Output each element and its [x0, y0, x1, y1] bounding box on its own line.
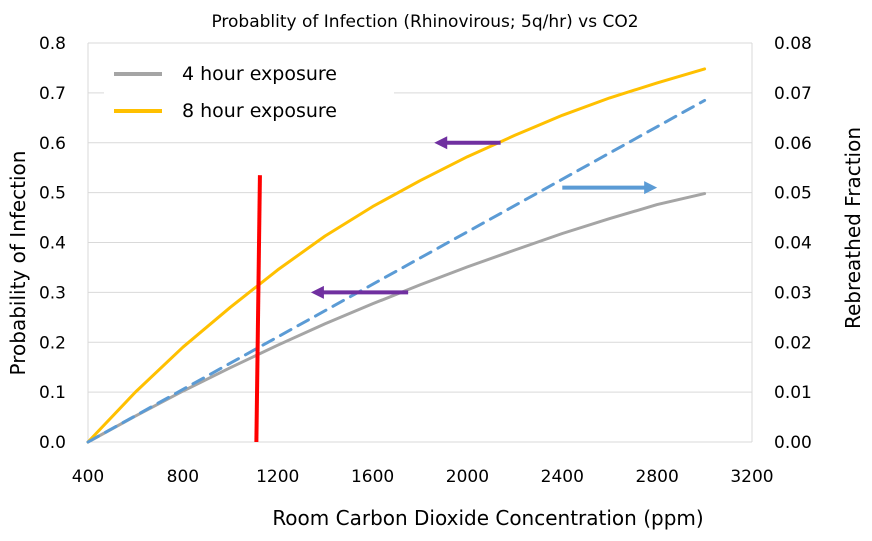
y-axis-ticks: 0.0 0.1 0.2 0.3 0.4 0.5 0.6 0.7 0.8 [39, 34, 66, 453]
y-tick-label: 0.0 [39, 433, 66, 453]
arrow-head [434, 136, 448, 150]
annotations [254, 136, 658, 443]
y-tick-label: 0.8 [39, 34, 66, 54]
y-tick-label: 0.5 [39, 184, 66, 204]
y-tick-label: 0.1 [39, 383, 66, 403]
y2-tick-label: 0.02 [774, 333, 812, 353]
y2-tick-label: 0.01 [774, 383, 812, 403]
x-tick-label: 800 [167, 467, 199, 487]
y2-tick-label: 0.00 [774, 433, 812, 453]
x-tick-label: 2400 [541, 467, 584, 487]
arrow-head [644, 181, 658, 195]
y2-tick-label: 0.03 [774, 283, 812, 303]
series-line-rebreathed-fraction [86, 98, 707, 444]
x-axis-ticks: 400 800 1200 1600 2000 2400 2800 3200 [72, 467, 774, 487]
legend-background [104, 60, 394, 130]
legend: 4 hour exposure 8 hour exposure [104, 60, 394, 130]
x-tick-label: 2800 [636, 467, 679, 487]
arrow-head [310, 285, 324, 299]
y2-tick-label: 0.08 [774, 34, 812, 54]
y2-tick-label: 0.04 [774, 234, 812, 254]
x-tick-label: 1200 [256, 467, 299, 487]
y-tick-label: 0.3 [39, 283, 66, 303]
y-tick-label: 0.2 [39, 333, 66, 353]
legend-label-8-hour: 8 hour exposure [182, 100, 337, 122]
x-tick-label: 3200 [730, 467, 773, 487]
marker-line [254, 175, 262, 443]
y-tick-label: 0.6 [39, 134, 66, 154]
x-tick-label: 2000 [446, 467, 489, 487]
y2-axis-ticks: 0.00 0.01 0.02 0.03 0.04 0.05 0.06 0.07 0.08 [774, 34, 812, 453]
y2-tick-label: 0.05 [774, 184, 812, 204]
axes [87, 43, 753, 443]
y2-axis-title: Rebreathed Fraction [841, 127, 865, 329]
series-line-4-hour-exposure [86, 192, 707, 444]
y-tick-label: 0.4 [39, 234, 66, 254]
series-line-8-hour-exposure [86, 67, 707, 444]
x-tick-label: 400 [72, 467, 104, 487]
chart-title: Probablity of Infection (Rhinovirous; 5q… [211, 12, 638, 32]
y-tick-label: 0.7 [39, 84, 66, 104]
x-axis-title: Room Carbon Dioxide Concentration (ppm) [272, 506, 703, 530]
x-tick-label: 1600 [351, 467, 394, 487]
legend-label-4-hour: 4 hour exposure [182, 63, 337, 85]
y-axis-title: Probability of Infection [6, 151, 30, 376]
y2-tick-label: 0.07 [774, 84, 812, 104]
y2-tick-label: 0.06 [774, 134, 812, 154]
